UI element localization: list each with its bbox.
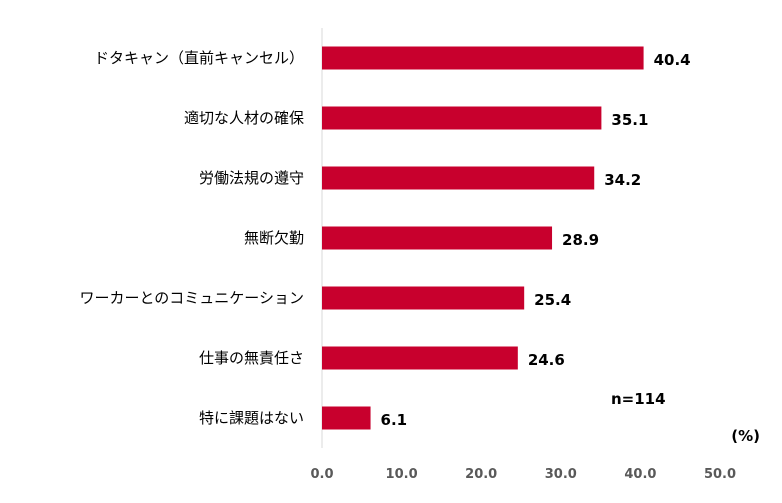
value-labels-group: 40.4 35.1 34.2 28.9 25.4 24.6 6.1 — [381, 51, 691, 429]
category-label-5: 仕事の無責任さ — [199, 349, 304, 367]
x-tick-label-5: 50.0 — [704, 467, 736, 482]
value-label-4: 25.4 — [534, 291, 571, 309]
bar-4 — [322, 286, 525, 310]
bar-5 — [322, 346, 518, 370]
x-tick-label-4: 40.0 — [624, 467, 656, 482]
value-label-1: 35.1 — [611, 111, 648, 129]
x-tick-label-0: 0.0 — [310, 467, 333, 482]
value-label-3: 28.9 — [562, 231, 599, 249]
category-label-0: ドタキャン（直前キャンセル） — [94, 49, 304, 67]
value-label-2: 34.2 — [604, 171, 641, 189]
x-tick-label-2: 20.0 — [465, 467, 497, 482]
x-tick-label-1: 10.0 — [386, 467, 418, 482]
category-label-4: ワーカーとのコミュニケーション — [79, 289, 304, 307]
bars-group — [322, 46, 644, 430]
value-label-6: 6.1 — [381, 411, 408, 429]
x-tick-label-3: 30.0 — [545, 467, 577, 482]
bar-0 — [322, 46, 644, 70]
category-labels-group: ドタキャン（直前キャンセル） 適切な人材の確保労働法規の遵守無断欠勤ワーカーとのコ… — [79, 49, 304, 427]
bar-3 — [322, 226, 553, 250]
category-label-6: 特に課題はない — [199, 409, 304, 427]
category-label-3: 無断欠勤 — [244, 229, 304, 247]
bar-1 — [322, 106, 602, 130]
sample-size-note: n=114 — [611, 390, 666, 408]
bar-6 — [322, 406, 371, 430]
bar-2 — [322, 166, 595, 190]
x-tick-labels-group: 0.0 10.0 20.0 30.0 40.0 50.0 — [310, 467, 736, 482]
value-label-5: 24.6 — [528, 351, 565, 369]
category-label-1: 適切な人材の確保 — [184, 109, 304, 127]
unit-label: (%) — [731, 427, 760, 445]
category-label-2: 労働法規の遵守 — [199, 169, 304, 187]
value-label-0: 40.4 — [654, 51, 691, 69]
